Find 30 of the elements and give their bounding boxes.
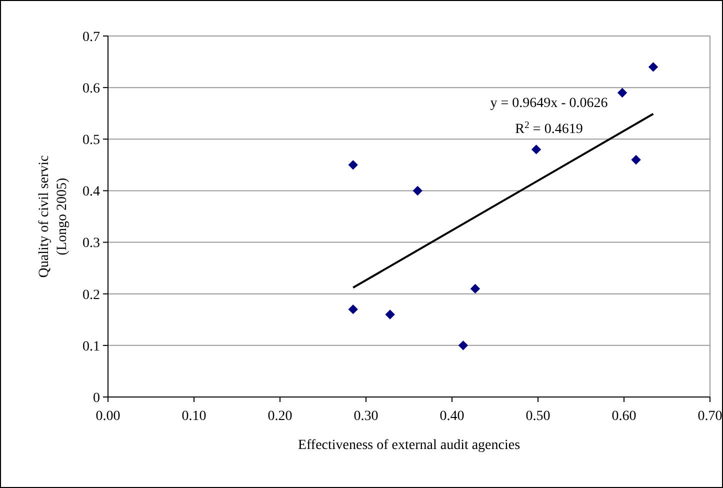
x-tick-label: 0.40 [440,409,464,424]
x-tick-label: 0.10 [182,409,206,424]
x-tick-label: 0.00 [96,409,120,424]
annotation: R$^{2}$ = 0.4619 [515,120,583,137]
x-tick-label: 0.70 [698,409,722,424]
y-axis-title: Quality of civil servic (Longo 2005) [37,155,70,278]
y-tick-label: 0.3 [82,236,100,252]
x-tick-label: 0.30 [354,409,378,424]
y-tick-label: 0.7 [82,30,100,45]
x-tick-label: 0.60 [612,409,636,424]
annotation: y = 0.9649x - 0.0626 [490,96,608,111]
point [458,340,468,350]
y-tick-label: 0.1 [82,339,100,354]
point [631,154,641,165]
y-tick-label: 0 [93,390,100,406]
x-axis-title: Effectiveness of external audit agencies [298,438,520,453]
point [531,144,542,154]
y-tick-label: 0.6 [82,81,100,96]
x-tick-label: 0.50 [526,409,550,424]
y-tick-label: 0.2 [82,288,100,303]
point [348,304,358,314]
point [385,310,395,320]
y-tick-label: 0.5 [82,133,100,148]
point [412,186,422,196]
point [648,62,658,72]
point [348,160,358,170]
point [617,88,628,98]
point [470,284,480,294]
x-tick-label: 0.20 [268,409,292,424]
y-tick-label: 0.4 [82,184,100,200]
